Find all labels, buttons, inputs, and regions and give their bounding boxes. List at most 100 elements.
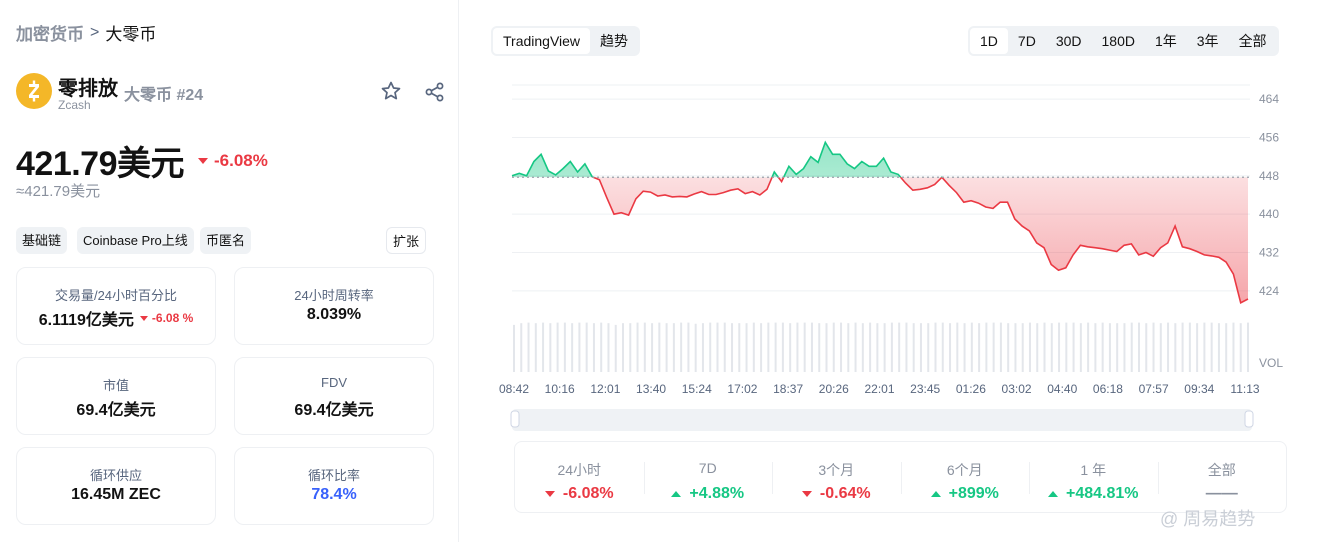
- y-tick-label: 424: [1259, 284, 1279, 298]
- volume-bar: [1065, 322, 1068, 372]
- volume-bar: [760, 323, 763, 372]
- stat-label: 循环比率: [307, 468, 360, 483]
- volume-bar: [927, 323, 930, 372]
- volume-bar: [869, 322, 872, 372]
- volume-bar: [1123, 323, 1126, 372]
- stat-label: 交易量/24小时百分比: [54, 288, 178, 303]
- volume-bar: [709, 322, 712, 372]
- perf-cell-7d: 7D +4.88%: [643, 442, 773, 512]
- range-slider-handle-right[interactable]: [1244, 410, 1254, 428]
- range-7d[interactable]: 7D: [1017, 33, 1036, 49]
- stat-sub-value: -6.08 %: [151, 311, 194, 325]
- star-icon[interactable]: [380, 80, 402, 102]
- volume-bar: [1232, 322, 1235, 372]
- range-30d[interactable]: 30D: [1055, 33, 1082, 49]
- volume-bar: [1094, 323, 1097, 372]
- x-tick-label: 06:18: [1093, 382, 1123, 396]
- volume-bar: [1247, 322, 1249, 372]
- range-all[interactable]: 全部: [1238, 33, 1267, 49]
- perf-value-row: -0.64%: [772, 485, 901, 503]
- volume-bar: [999, 322, 1002, 372]
- volume-bar: [847, 323, 850, 372]
- tag-item[interactable]: Coinbase Pro上线: [77, 227, 194, 254]
- range-1d[interactable]: 1D: [970, 28, 1008, 54]
- stat-value-row: 78.4%: [235, 486, 433, 504]
- range-3y[interactable]: 3年: [1196, 33, 1219, 49]
- stat-value: 78.4%: [311, 486, 357, 503]
- tab-tradingview[interactable]: TradingView: [493, 28, 591, 54]
- volume-bar: [1058, 322, 1061, 372]
- stat-value: 8.039%: [306, 306, 362, 323]
- x-tick-label: 07:57: [1139, 382, 1169, 396]
- volume-bar: [1130, 322, 1133, 372]
- volume-bar: [876, 323, 879, 372]
- perf-value-row: +4.88%: [644, 485, 773, 503]
- x-tick-label: 10:16: [545, 382, 575, 396]
- perf-label: 全部: [1207, 462, 1236, 478]
- perf-value-row: -6.08%: [515, 485, 644, 503]
- volume-bar: [549, 323, 552, 372]
- volume-bar: [680, 322, 683, 372]
- caret-up-icon: [671, 491, 682, 497]
- price-chart[interactable]: 464 456 448 440 432 424 VOL 08:42 10:16 12:01 13:4…: [490, 70, 1320, 440]
- volume-bar: [861, 323, 864, 372]
- volume-bar: [1116, 323, 1119, 372]
- volume-bar: [898, 322, 901, 372]
- caret-up-icon: [930, 491, 941, 497]
- y-tick-label: 432: [1259, 246, 1279, 260]
- volume-bar: [992, 322, 995, 372]
- stat-card-fdv: FDV 69.4亿美元: [234, 357, 434, 435]
- perf-value: ——: [1205, 485, 1238, 502]
- volume-bar: [1014, 323, 1017, 372]
- volume-bar: [970, 322, 973, 372]
- volume-bar: [774, 322, 777, 372]
- perf-value: +484.81%: [1065, 485, 1139, 502]
- tag-item[interactable]: 币匿名: [200, 227, 252, 254]
- volume-bar: [752, 322, 755, 372]
- price-change-value: -6.08%: [214, 150, 268, 170]
- y-tick-label: 440: [1259, 207, 1279, 221]
- x-tick-label: 11:13: [1230, 382, 1259, 396]
- share-icon[interactable]: [424, 81, 446, 103]
- volume-bar: [534, 323, 537, 372]
- volume-bar: [941, 322, 944, 372]
- perf-cell-all: 全部 ——: [1157, 442, 1287, 512]
- expand-button[interactable]: 扩张: [386, 227, 427, 254]
- breadcrumb: 加密货币 > 大零币: [16, 20, 156, 45]
- volume-bar: [1210, 322, 1213, 372]
- volume-bar: [1167, 322, 1170, 372]
- volume-bar: [825, 323, 828, 372]
- perf-cell-3m: 3个月 -0.64%: [772, 442, 901, 512]
- volume-bar: [832, 322, 835, 372]
- price-row: 421.79美元 -6.08%: [16, 136, 268, 185]
- volume-bar: [912, 323, 915, 372]
- range-180d[interactable]: 180D: [1101, 33, 1135, 49]
- stat-sub-change: -6.08 %: [139, 311, 194, 325]
- volume-bar: [781, 322, 784, 372]
- volume-bar: [1203, 322, 1206, 372]
- tag-list: 基础链 Coinbase Pro上线 币匿名 扩张: [16, 227, 436, 255]
- tab-trend[interactable]: 趋势: [600, 33, 629, 49]
- performance-bar: 24小时 -6.08% 7D +4.88% 3个月 -0.64% 6个月 +89…: [514, 441, 1287, 513]
- volume-bar: [883, 323, 886, 372]
- volume-bar: [1239, 323, 1242, 372]
- volume-bar: [738, 323, 741, 372]
- x-tick-label: 01:26: [956, 382, 986, 396]
- tag-item[interactable]: 基础链: [16, 227, 68, 254]
- breadcrumb-parent-link[interactable]: 加密货币: [16, 25, 84, 44]
- y-tick-label: 448: [1259, 169, 1279, 183]
- volume-bar: [578, 322, 581, 372]
- range-slider-handle-left[interactable]: [510, 410, 520, 428]
- price-change: -6.08%: [198, 151, 268, 171]
- x-tick-label: 13:40: [636, 382, 666, 396]
- volume-bar: [629, 323, 632, 372]
- zcash-logo-icon: [16, 73, 52, 109]
- range-1y[interactable]: 1年: [1154, 33, 1177, 49]
- volume-bar: [665, 323, 668, 372]
- volume-bar: [985, 322, 988, 372]
- x-tick-label: 03:02: [1002, 382, 1032, 396]
- volume-bar: [701, 323, 704, 372]
- stat-value-row: 6.1119亿美元 -6.08 %: [17, 306, 215, 330]
- volume-bar: [636, 322, 639, 372]
- perf-value: -6.08%: [562, 485, 614, 502]
